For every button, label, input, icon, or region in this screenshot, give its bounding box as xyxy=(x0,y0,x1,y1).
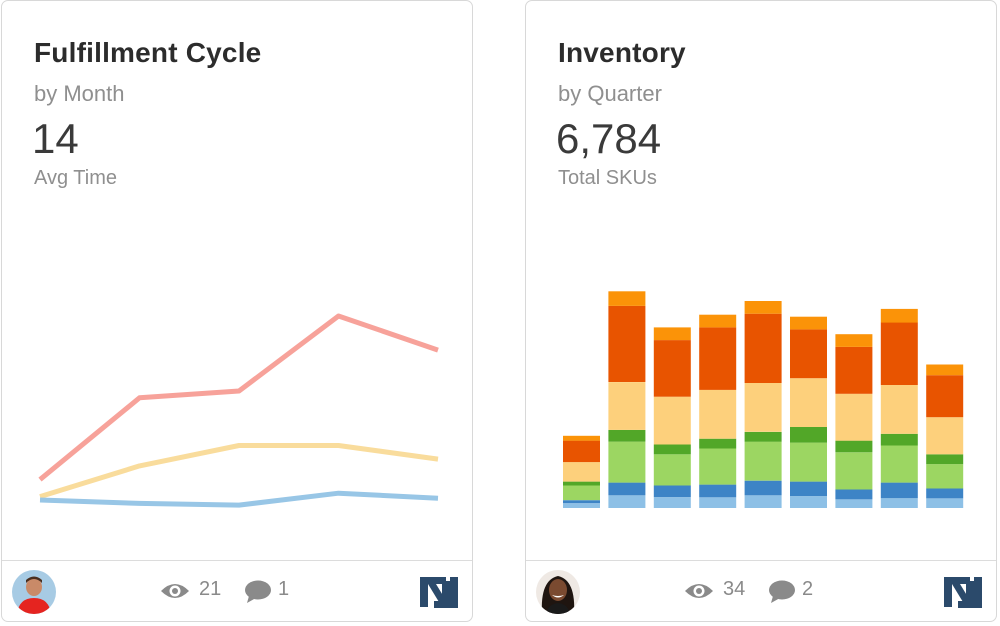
card-title: Inventory xyxy=(558,37,686,68)
bar-2-s1 xyxy=(608,495,646,508)
bar-1-s3 xyxy=(563,485,600,501)
eye-icon xyxy=(685,584,713,598)
bar-8-s5 xyxy=(880,385,918,434)
card-fulfillment-cycle[interactable]: Fulfillment Cycle by Month 14 Avg Time 2… xyxy=(1,0,473,622)
bar-7-s1 xyxy=(835,499,873,508)
card-metric-label: Avg Time xyxy=(34,167,117,189)
bar-6-s4 xyxy=(790,427,827,443)
bar-4-s7 xyxy=(699,314,737,328)
bar-7-s3 xyxy=(835,452,873,490)
bar-8-s7 xyxy=(880,308,918,323)
bar-1-s4 xyxy=(563,481,600,486)
bar-5-s3 xyxy=(744,441,782,481)
bar-4-s5 xyxy=(699,389,737,439)
bar-7-s2 xyxy=(835,489,873,500)
card-metric-value: 6,784 xyxy=(556,115,662,162)
bar-3-s1 xyxy=(653,497,691,508)
bar-8-s1 xyxy=(880,498,918,508)
bar-5-s5 xyxy=(744,383,782,432)
bar-2-s5 xyxy=(608,382,646,430)
bar-7-s4 xyxy=(835,440,873,453)
line-series-red xyxy=(38,313,439,482)
bar-9-s2 xyxy=(926,488,964,499)
line-series-blue xyxy=(39,490,439,508)
bar-6-s2 xyxy=(790,481,827,497)
bar-4-s4 xyxy=(699,438,737,449)
bar-3-s7 xyxy=(653,327,691,341)
bar-8-s6 xyxy=(880,322,918,385)
bar-9-s3 xyxy=(926,464,964,489)
bar-7-s7 xyxy=(835,334,873,347)
speech-bubble-icon xyxy=(769,580,795,603)
bar-6-s6 xyxy=(790,329,827,379)
bar-3-s5 xyxy=(653,396,691,445)
bar-5-s2 xyxy=(744,480,782,496)
netsuite-n-logo xyxy=(420,577,458,608)
card-footer: 21 1 xyxy=(2,560,472,621)
bar-5-s7 xyxy=(744,301,782,314)
bar-8-s3 xyxy=(880,445,918,483)
bar-5-s4 xyxy=(744,431,782,442)
bar-7-s5 xyxy=(835,393,873,441)
bar-2-s7 xyxy=(608,291,646,306)
bar-1-s2 xyxy=(563,500,600,504)
comments-count: 1 xyxy=(278,578,290,600)
bar-9-s6 xyxy=(926,375,964,418)
bar-5-s1 xyxy=(744,495,782,508)
line-chart xyxy=(38,313,439,508)
stacked-bar-chart xyxy=(563,291,964,508)
bar-4-s3 xyxy=(699,448,737,485)
card-subtitle: by Quarter xyxy=(558,81,662,106)
bar-3-s3 xyxy=(653,454,691,486)
bar-6-s3 xyxy=(790,442,827,482)
bar-1-s1 xyxy=(563,503,600,508)
bar-8-s2 xyxy=(880,482,918,499)
bar-1-s7 xyxy=(563,435,600,441)
card-title: Fulfillment Cycle xyxy=(34,37,262,68)
card-metric-value: 14 xyxy=(32,115,79,162)
bar-2-s6 xyxy=(608,305,646,382)
bar-6-s1 xyxy=(790,496,827,508)
eye-icon xyxy=(161,584,189,598)
netsuite-n-logo xyxy=(944,577,982,608)
bar-2-s3 xyxy=(608,441,646,483)
avatar[interactable] xyxy=(12,570,56,614)
speech-bubble-icon xyxy=(245,580,271,603)
comments-count: 2 xyxy=(802,578,814,600)
bar-7-s6 xyxy=(835,346,873,394)
bar-4-s2 xyxy=(699,484,737,498)
bar-9-s4 xyxy=(926,454,964,465)
bar-3-s4 xyxy=(653,444,691,455)
views-count: 34 xyxy=(723,578,746,600)
bar-2-s4 xyxy=(608,429,646,442)
bar-3-s6 xyxy=(653,340,691,397)
bar-1-s6 xyxy=(563,440,600,463)
card-inventory[interactable]: Inventory by Quarter 6,784 Total SKUs 34… xyxy=(525,0,997,622)
bar-9-s5 xyxy=(926,417,964,455)
bar-6-s7 xyxy=(790,316,827,330)
bar-5-s6 xyxy=(744,313,782,383)
bar-4-s6 xyxy=(699,327,737,390)
bar-9-s7 xyxy=(926,364,964,376)
card-footer: 34 2 xyxy=(526,560,996,621)
bar-4-s1 xyxy=(699,497,737,508)
bar-8-s4 xyxy=(880,433,918,446)
views-count: 21 xyxy=(199,578,222,600)
avatar[interactable] xyxy=(536,570,580,614)
card-subtitle: by Month xyxy=(34,81,125,106)
bar-9-s1 xyxy=(926,498,964,508)
line-series-yellow xyxy=(39,443,439,499)
bar-6-s5 xyxy=(790,378,827,427)
bar-1-s5 xyxy=(563,462,600,482)
bar-3-s2 xyxy=(653,485,691,498)
card-metric-label: Total SKUs xyxy=(558,167,657,189)
bar-2-s2 xyxy=(608,482,646,496)
